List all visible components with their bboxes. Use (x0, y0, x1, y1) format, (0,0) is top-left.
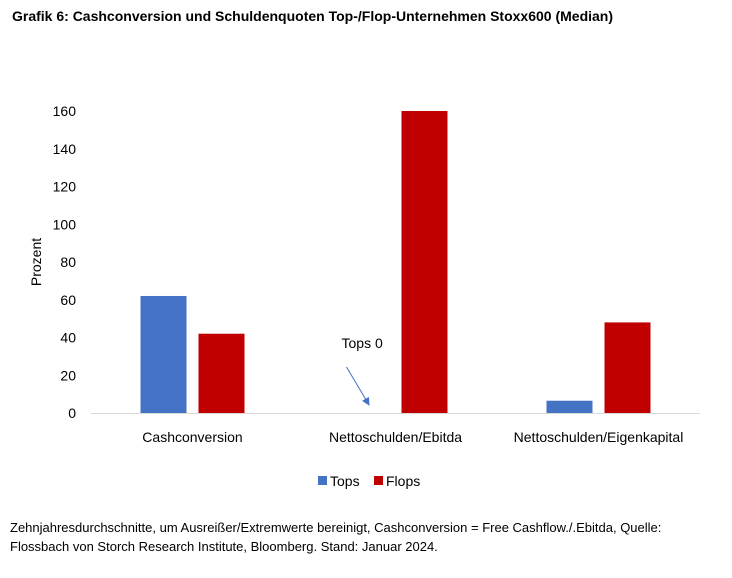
legend: Tops Flops (318, 473, 420, 489)
bar-tops-2 (546, 400, 593, 413)
chart-title: Grafik 6: Cashconversion und Schuldenquo… (12, 8, 614, 24)
y-tick-label: 100 (53, 216, 77, 232)
legend-label-flops: Flops (386, 473, 420, 489)
legend-swatch-flops (374, 476, 383, 485)
y-tick-label: 140 (53, 141, 77, 157)
y-tick-label: 40 (60, 330, 76, 346)
y-tick-label: 0 (68, 405, 76, 421)
bar-flops-2 (604, 322, 651, 413)
y-axis-title: Prozent (28, 238, 44, 286)
annotations: Tops 0 (342, 335, 383, 406)
y-tick-label: 160 (53, 103, 77, 119)
category-labels: Cashconversion Nettoschulden/Ebitda Nettos… (142, 429, 683, 445)
x-category-label: Nettoschulden/Ebitda (329, 429, 462, 445)
legend-label-tops: Tops (330, 473, 360, 489)
footnote: Zehnjahresdurchschnitte, um Ausreißer/Ex… (10, 520, 662, 554)
annotation-label: Tops 0 (342, 335, 383, 351)
annotation-arrow (346, 366, 370, 406)
y-tick-label: 80 (60, 254, 76, 270)
x-category-label: Cashconversion (142, 429, 242, 445)
bars (140, 111, 651, 413)
legend-swatch-tops (318, 476, 327, 485)
y-tick-label: 120 (53, 179, 77, 195)
y-tick-label: 60 (60, 292, 76, 308)
bar-flops-0 (198, 333, 245, 413)
bar-tops-0 (140, 295, 187, 413)
bar-flops-1 (401, 111, 448, 413)
y-tick-label: 20 (60, 367, 76, 383)
x-category-label: Nettoschulden/Eigenkapital (514, 429, 684, 445)
y-axis-ticks: 0 20 40 60 80 100 120 140 160 (53, 103, 77, 421)
